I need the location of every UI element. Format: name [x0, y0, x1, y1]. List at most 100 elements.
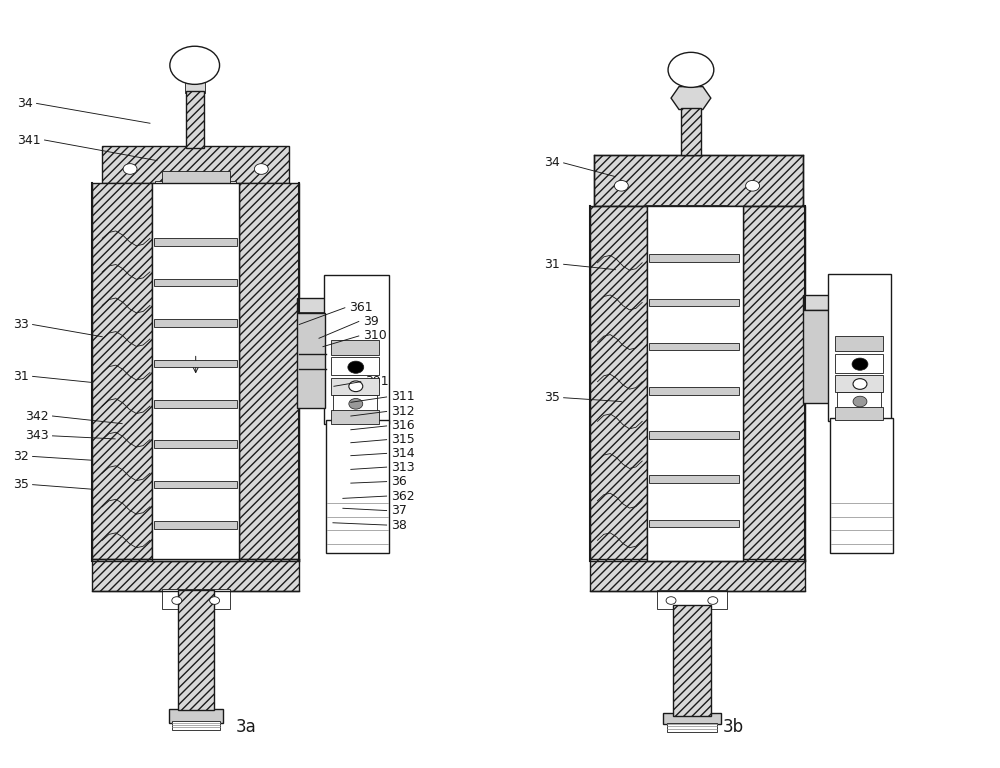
Bar	[647, 206, 743, 561]
Circle shape	[348, 361, 364, 373]
Bar	[649, 254, 739, 262]
Text: 311: 311	[391, 390, 414, 403]
Bar	[803, 295, 888, 310]
Bar	[154, 238, 237, 246]
Circle shape	[746, 180, 760, 191]
Text: 36: 36	[391, 475, 406, 488]
Text: 34: 34	[544, 157, 560, 170]
Text: 39: 39	[363, 315, 379, 328]
Text: 342: 342	[25, 409, 49, 422]
Text: 37: 37	[391, 504, 406, 517]
Text: 3a: 3a	[236, 718, 257, 737]
Bar	[835, 336, 883, 351]
Text: 315: 315	[391, 433, 414, 446]
Bar	[172, 721, 220, 730]
Bar	[297, 298, 379, 313]
Bar	[837, 392, 881, 409]
Circle shape	[853, 379, 867, 389]
Text: 343: 343	[25, 429, 49, 442]
Text: 310: 310	[363, 329, 387, 343]
Bar	[178, 590, 214, 710]
Text: 31: 31	[544, 258, 560, 271]
Circle shape	[349, 399, 363, 409]
Text: 33: 33	[13, 318, 29, 331]
Text: 38: 38	[391, 518, 406, 531]
Bar	[835, 375, 883, 392]
Circle shape	[853, 396, 867, 407]
Text: 34: 34	[17, 97, 33, 110]
Text: 3b: 3b	[723, 718, 744, 737]
Circle shape	[668, 52, 714, 88]
Bar	[649, 387, 739, 395]
Bar	[169, 709, 223, 723]
Text: 391: 391	[365, 376, 388, 388]
Bar	[590, 206, 647, 561]
Bar	[663, 713, 721, 724]
Circle shape	[170, 46, 220, 84]
Text: 362: 362	[391, 489, 414, 502]
Bar	[331, 410, 379, 424]
Bar	[803, 310, 831, 403]
Bar	[154, 400, 237, 408]
Circle shape	[210, 597, 220, 604]
Text: 313: 313	[391, 461, 414, 474]
Bar	[102, 146, 289, 183]
Bar	[649, 520, 739, 528]
Bar	[162, 589, 230, 609]
Text: 314: 314	[391, 447, 414, 460]
Bar	[835, 407, 883, 420]
Bar	[649, 299, 739, 306]
Circle shape	[254, 164, 268, 174]
Text: 35: 35	[544, 391, 560, 404]
Text: 361: 361	[349, 301, 372, 314]
Bar	[649, 432, 739, 439]
Bar	[186, 91, 204, 147]
Bar	[590, 559, 805, 591]
Bar	[185, 78, 205, 93]
Circle shape	[666, 597, 676, 604]
Circle shape	[708, 597, 718, 604]
Bar	[154, 440, 237, 448]
Bar	[92, 183, 152, 561]
Text: 32: 32	[13, 450, 29, 463]
Bar	[657, 590, 727, 609]
Bar	[644, 205, 726, 224]
Bar	[154, 521, 237, 529]
Bar	[154, 359, 237, 367]
Bar	[667, 723, 717, 732]
Circle shape	[172, 597, 182, 604]
Bar	[154, 481, 237, 488]
Bar	[673, 605, 711, 716]
Bar	[828, 274, 891, 421]
Bar	[154, 319, 237, 327]
Bar	[681, 108, 701, 155]
Circle shape	[123, 164, 137, 174]
Bar	[331, 378, 379, 395]
Circle shape	[614, 180, 628, 191]
Bar	[649, 343, 739, 350]
Bar	[649, 475, 739, 483]
Polygon shape	[671, 87, 711, 110]
Bar	[743, 206, 805, 561]
Bar	[830, 418, 893, 553]
Circle shape	[349, 381, 363, 392]
Bar	[155, 181, 236, 189]
Circle shape	[852, 358, 868, 370]
Bar	[324, 275, 389, 424]
Bar	[297, 313, 325, 409]
Text: 341: 341	[17, 134, 41, 147]
Bar	[162, 170, 230, 184]
Text: 31: 31	[13, 370, 29, 383]
Bar	[333, 395, 377, 412]
Bar	[326, 420, 389, 553]
Text: 35: 35	[13, 478, 29, 492]
Bar	[239, 183, 299, 561]
Text: 312: 312	[391, 405, 414, 418]
Bar	[331, 356, 379, 375]
Bar	[331, 339, 379, 355]
Bar	[152, 183, 239, 561]
Bar	[835, 353, 883, 372]
Bar	[154, 279, 237, 286]
Bar	[594, 154, 803, 207]
Text: 316: 316	[391, 419, 414, 432]
